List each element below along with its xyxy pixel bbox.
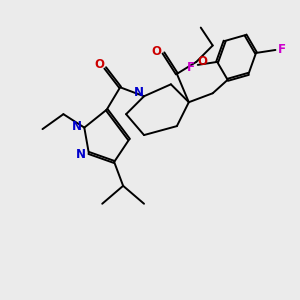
Text: F: F <box>278 44 285 56</box>
Text: O: O <box>152 45 162 58</box>
Text: F: F <box>187 61 195 74</box>
Text: N: N <box>76 148 86 161</box>
Text: O: O <box>198 55 208 68</box>
Text: O: O <box>94 58 104 71</box>
Text: N: N <box>72 120 82 133</box>
Text: N: N <box>134 86 144 99</box>
